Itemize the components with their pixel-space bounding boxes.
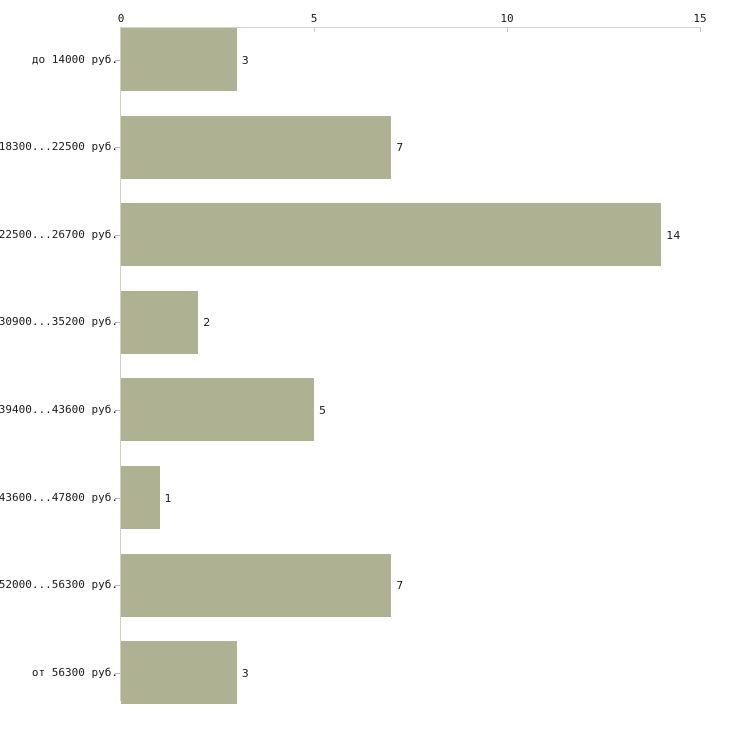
category-label: 22500...26700 руб. bbox=[0, 227, 118, 241]
bar bbox=[121, 378, 314, 442]
y-axis-tick-mark bbox=[115, 235, 120, 236]
x-axis-tick-label: 5 bbox=[310, 12, 318, 25]
x-axis-tick-mark bbox=[700, 27, 701, 32]
y-axis-tick-mark bbox=[115, 60, 120, 61]
bar bbox=[121, 466, 160, 529]
y-axis-tick-mark bbox=[115, 147, 120, 148]
bar bbox=[121, 203, 662, 267]
category-label: 30900...35200 руб. bbox=[0, 315, 118, 329]
x-axis-tick-mark bbox=[314, 27, 315, 32]
category-label: 43600...47800 руб. bbox=[0, 490, 118, 504]
category-label: 52000...56300 руб. bbox=[0, 578, 118, 592]
bar-value-label: 1 bbox=[164, 491, 172, 505]
bar-value-label: 3 bbox=[241, 666, 249, 680]
bar bbox=[121, 641, 237, 705]
bar-value-label: 7 bbox=[396, 141, 404, 155]
y-axis-tick-mark bbox=[115, 322, 120, 323]
bar bbox=[121, 28, 237, 91]
x-axis-tick-label: 0 bbox=[117, 12, 125, 25]
bar bbox=[121, 290, 199, 354]
y-axis-line bbox=[120, 27, 121, 701]
y-axis-tick-mark bbox=[115, 498, 120, 499]
category-label: 18300...22500 руб. bbox=[0, 140, 118, 154]
category-label: до 14000 руб. bbox=[31, 52, 118, 66]
bar-value-label: 14 bbox=[666, 228, 681, 242]
bar bbox=[121, 115, 392, 179]
x-axis-tick-label: 15 bbox=[693, 12, 707, 25]
bar-value-label: 5 bbox=[319, 403, 326, 417]
x-axis-tick-mark bbox=[507, 27, 508, 32]
bar-value-label: 2 bbox=[203, 316, 211, 330]
bar-value-label: 3 bbox=[241, 53, 249, 67]
category-label: 39400...43600 руб. bbox=[0, 402, 118, 416]
x-axis-tick-label: 10 bbox=[500, 12, 514, 25]
x-axis-line bbox=[121, 27, 700, 28]
category-label: от 56300 руб. bbox=[31, 665, 118, 679]
y-axis-tick-mark bbox=[115, 410, 120, 411]
y-axis-tick-mark bbox=[115, 673, 120, 674]
bar bbox=[121, 553, 392, 617]
y-axis-tick-mark bbox=[115, 585, 120, 586]
bar-value-label: 7 bbox=[396, 579, 404, 593]
